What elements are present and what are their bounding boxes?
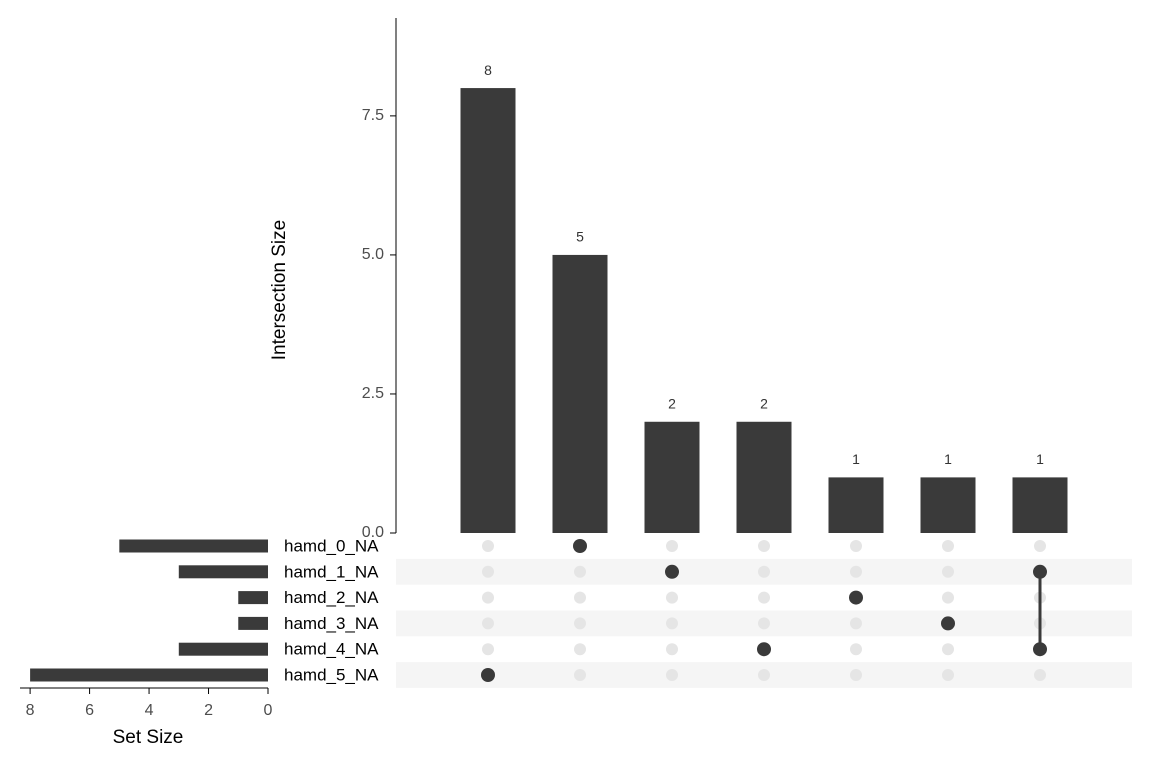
bar: [1012, 477, 1068, 533]
y-axis-title: Intersection Size: [269, 220, 290, 360]
inactive-dot: [942, 669, 954, 681]
value-label: 8: [484, 62, 492, 78]
set-size-bar: [178, 565, 268, 579]
active-dot: [941, 616, 955, 631]
inactive-dot: [482, 591, 494, 604]
set-size-bar: [119, 539, 269, 553]
inactive-dot: [666, 643, 678, 656]
y-tick-label: 7.5: [362, 107, 384, 124]
inactive-dot: [850, 565, 862, 578]
inactive-dot: [758, 591, 770, 604]
value-label: 1: [944, 451, 952, 467]
inactive-dot: [942, 540, 954, 552]
bar: [920, 477, 976, 533]
set-label: hamd_2_NA: [284, 588, 379, 607]
set-size-bar: [238, 616, 268, 630]
active-dot: [849, 590, 863, 605]
inactive-dot: [942, 643, 954, 656]
value-label: 1: [852, 451, 860, 467]
inactive-dot: [666, 617, 678, 630]
y-tick-label: 2.5: [362, 385, 384, 402]
bar: [644, 421, 700, 533]
x-tick-label: 6: [85, 702, 94, 719]
value-label: 2: [760, 395, 768, 411]
bar: [736, 421, 792, 533]
x-tick-label: 4: [145, 702, 154, 719]
active-dot: [757, 642, 771, 657]
inactive-dot: [758, 669, 770, 681]
value-label: 5: [576, 229, 584, 245]
inactive-dot: [482, 540, 494, 552]
active-dot: [665, 564, 679, 579]
set-size-bar: [238, 591, 268, 605]
bar: [460, 88, 516, 533]
inactive-dot: [482, 565, 494, 578]
y-tick-label: 0.0: [362, 524, 384, 541]
active-dot: [1033, 564, 1047, 579]
inactive-dot: [574, 591, 586, 604]
inactive-dot: [574, 617, 586, 630]
set-label: hamd_5_NA: [284, 665, 379, 684]
inactive-dot: [758, 565, 770, 578]
x-tick-label: 8: [26, 702, 35, 719]
inactive-dot: [574, 669, 586, 681]
set-label: hamd_4_NA: [284, 640, 379, 659]
inactive-dot: [574, 643, 586, 656]
value-label: 2: [668, 395, 676, 411]
bar: [552, 254, 608, 533]
set-size-bar: [178, 642, 268, 656]
inactive-dot: [666, 591, 678, 604]
value-label: 1: [1036, 451, 1044, 467]
set-label: hamd_0_NA: [284, 536, 379, 555]
y-tick-label: 5.0: [362, 246, 384, 263]
active-dot: [1033, 642, 1047, 657]
inactive-dot: [942, 591, 954, 604]
bar: [828, 477, 884, 533]
inactive-dot: [666, 669, 678, 681]
inactive-dot: [758, 617, 770, 630]
x-tick-label: 0: [264, 702, 273, 719]
x-tick-label: 2: [204, 702, 213, 719]
set-size-title: Set Size: [113, 727, 184, 748]
inactive-dot: [758, 540, 770, 552]
inactive-dot: [482, 617, 494, 630]
inactive-dot: [666, 540, 678, 552]
inactive-dot: [850, 669, 862, 681]
inactive-dot: [574, 565, 586, 578]
inactive-dot: [1034, 669, 1046, 681]
set-label: hamd_1_NA: [284, 562, 379, 581]
inactive-dot: [482, 643, 494, 656]
inactive-dot: [1034, 540, 1046, 552]
set-label: hamd_3_NA: [284, 614, 379, 633]
inactive-dot: [850, 540, 862, 552]
active-dot: [481, 668, 495, 682]
active-dot: [573, 539, 587, 553]
inactive-dot: [942, 565, 954, 578]
inactive-dot: [850, 617, 862, 630]
set-size-bar: [30, 668, 269, 682]
inactive-dot: [850, 643, 862, 656]
